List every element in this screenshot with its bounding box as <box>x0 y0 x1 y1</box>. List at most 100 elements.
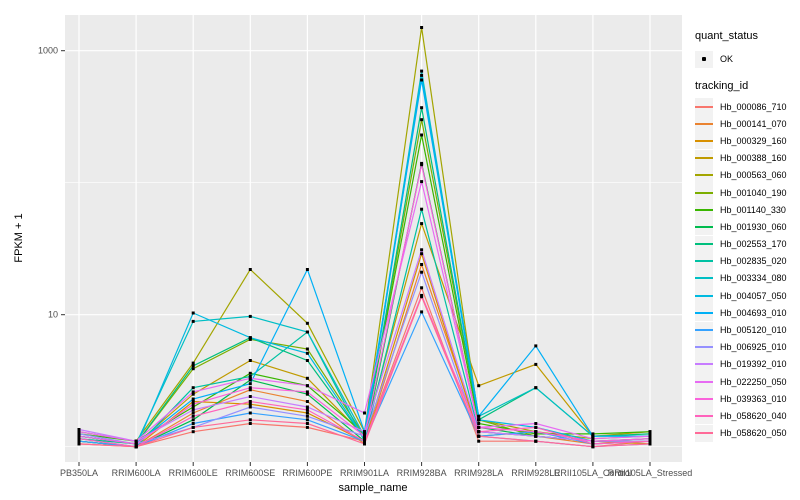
data-point-marker <box>534 439 538 443</box>
legend-entry: Hb_000086_710 <box>695 98 799 116</box>
legend-entry: Hb_005120_010 <box>695 321 799 339</box>
data-point-marker <box>305 359 309 362</box>
x-tick-label: RRIM600SE <box>225 468 275 478</box>
legend-label-ok: OK <box>720 54 734 64</box>
data-point-marker <box>534 425 538 429</box>
data-point-marker <box>305 418 309 422</box>
legend-label: Hb_006925_010 <box>720 342 787 353</box>
data-point-marker <box>191 390 195 394</box>
data-point-marker <box>420 286 424 290</box>
legend-entry: Hb_022250_050 <box>695 373 799 391</box>
series-color-swatch <box>695 260 713 263</box>
series-color-swatch <box>695 311 713 314</box>
data-point-marker <box>191 402 195 406</box>
data-point-marker <box>191 361 195 365</box>
data-point-marker <box>248 411 252 415</box>
data-point-marker <box>77 442 81 446</box>
data-point-marker <box>134 445 138 449</box>
series-color-swatch <box>695 346 713 349</box>
legend-key-box <box>695 424 713 442</box>
series-color-swatch <box>695 380 713 383</box>
legend-label: Hb_001930_060 <box>720 221 787 232</box>
data-point-marker <box>248 386 252 390</box>
y-tick-labels: 10 1000 <box>38 46 58 320</box>
legend-label: Hb_004693_010 <box>720 307 787 318</box>
data-point-marker <box>648 430 652 434</box>
legend-key-box <box>695 287 713 305</box>
data-point-marker <box>248 376 252 380</box>
data-point-marker <box>305 400 309 403</box>
legend-label: Hb_000329_160 <box>720 135 787 146</box>
data-point-marker <box>191 367 195 371</box>
x-tick-label: RRII105LA_Stressed <box>608 468 693 478</box>
data-point-marker <box>191 414 195 418</box>
legend-label: Hb_001140_330 <box>720 204 786 215</box>
data-point-marker <box>191 408 195 412</box>
data-point-marker <box>191 418 195 422</box>
data-point-marker <box>191 411 195 415</box>
x-tick-label: RRIM600PE <box>282 468 332 478</box>
data-point-marker <box>648 432 652 436</box>
x-tick-label: RRII105LA_Control <box>554 468 632 478</box>
legend-key-box <box>695 184 713 202</box>
legend-label: Hb_000141_070 <box>720 118 787 129</box>
data-point-marker <box>477 430 481 434</box>
legend-label: Hb_000086_710 <box>720 101 787 112</box>
legend-key-box <box>695 132 713 150</box>
legend-label: Hb_003334_080 <box>720 273 787 284</box>
data-point-marker <box>305 268 309 271</box>
data-point-marker <box>191 422 195 425</box>
legend-label: Hb_019392_010 <box>720 359 787 370</box>
data-point-marker <box>477 414 481 418</box>
legend-entry: Hb_004693_010 <box>695 304 799 322</box>
series-color-swatch <box>695 157 713 160</box>
series-color-swatch <box>695 191 713 194</box>
data-point-marker <box>134 442 138 446</box>
data-point-marker <box>477 418 481 422</box>
x-tick-label: RRIM928LA <box>454 468 503 478</box>
data-point-marker <box>534 386 538 390</box>
data-point-marker <box>420 78 424 82</box>
x-tick-label: RRIM600LE <box>169 468 218 478</box>
x-tick-label: RRIM928LE <box>511 468 560 478</box>
series-color-swatch <box>695 208 713 211</box>
series-color-swatch <box>695 139 713 142</box>
legend-title-quant-status: quant_status <box>695 30 758 42</box>
data-point-marker <box>534 344 538 348</box>
data-point-marker <box>420 222 424 226</box>
data-point-marker <box>248 402 252 406</box>
data-point-marker <box>248 336 252 340</box>
legend-entry: Hb_058620_040 <box>695 407 799 425</box>
data-point-marker <box>648 439 652 443</box>
data-point-marker <box>363 439 366 443</box>
data-point-marker <box>305 330 309 334</box>
data-point-marker <box>305 405 309 409</box>
legend-entry: Hb_000563_060 <box>695 166 799 184</box>
data-point-marker <box>420 263 424 266</box>
data-point-marker <box>591 434 595 438</box>
data-point-marker <box>420 106 424 110</box>
legend-entry: Hb_039363_010 <box>695 390 799 408</box>
data-point-marker <box>77 428 81 431</box>
data-point-marker <box>77 437 81 441</box>
data-point-marker <box>363 432 366 436</box>
data-point-marker <box>248 314 252 318</box>
data-point-marker <box>420 295 424 299</box>
series-color-swatch <box>695 397 713 400</box>
series-color-swatch <box>695 174 713 177</box>
data-point-marker <box>191 405 195 409</box>
data-point-marker <box>77 430 81 434</box>
data-point-marker <box>420 310 424 314</box>
data-point-marker <box>648 442 652 446</box>
legend-key-box <box>695 390 713 408</box>
data-point-marker <box>420 26 424 29</box>
data-point-marker <box>420 118 424 122</box>
data-point-marker <box>591 439 595 443</box>
data-point-marker <box>420 69 424 73</box>
series-color-swatch <box>695 105 713 108</box>
data-point-marker <box>363 434 366 438</box>
x-tick-label: RRIM901LA <box>340 468 389 478</box>
data-point-marker <box>248 268 252 271</box>
legend-entry: Hb_003334_080 <box>695 269 799 287</box>
